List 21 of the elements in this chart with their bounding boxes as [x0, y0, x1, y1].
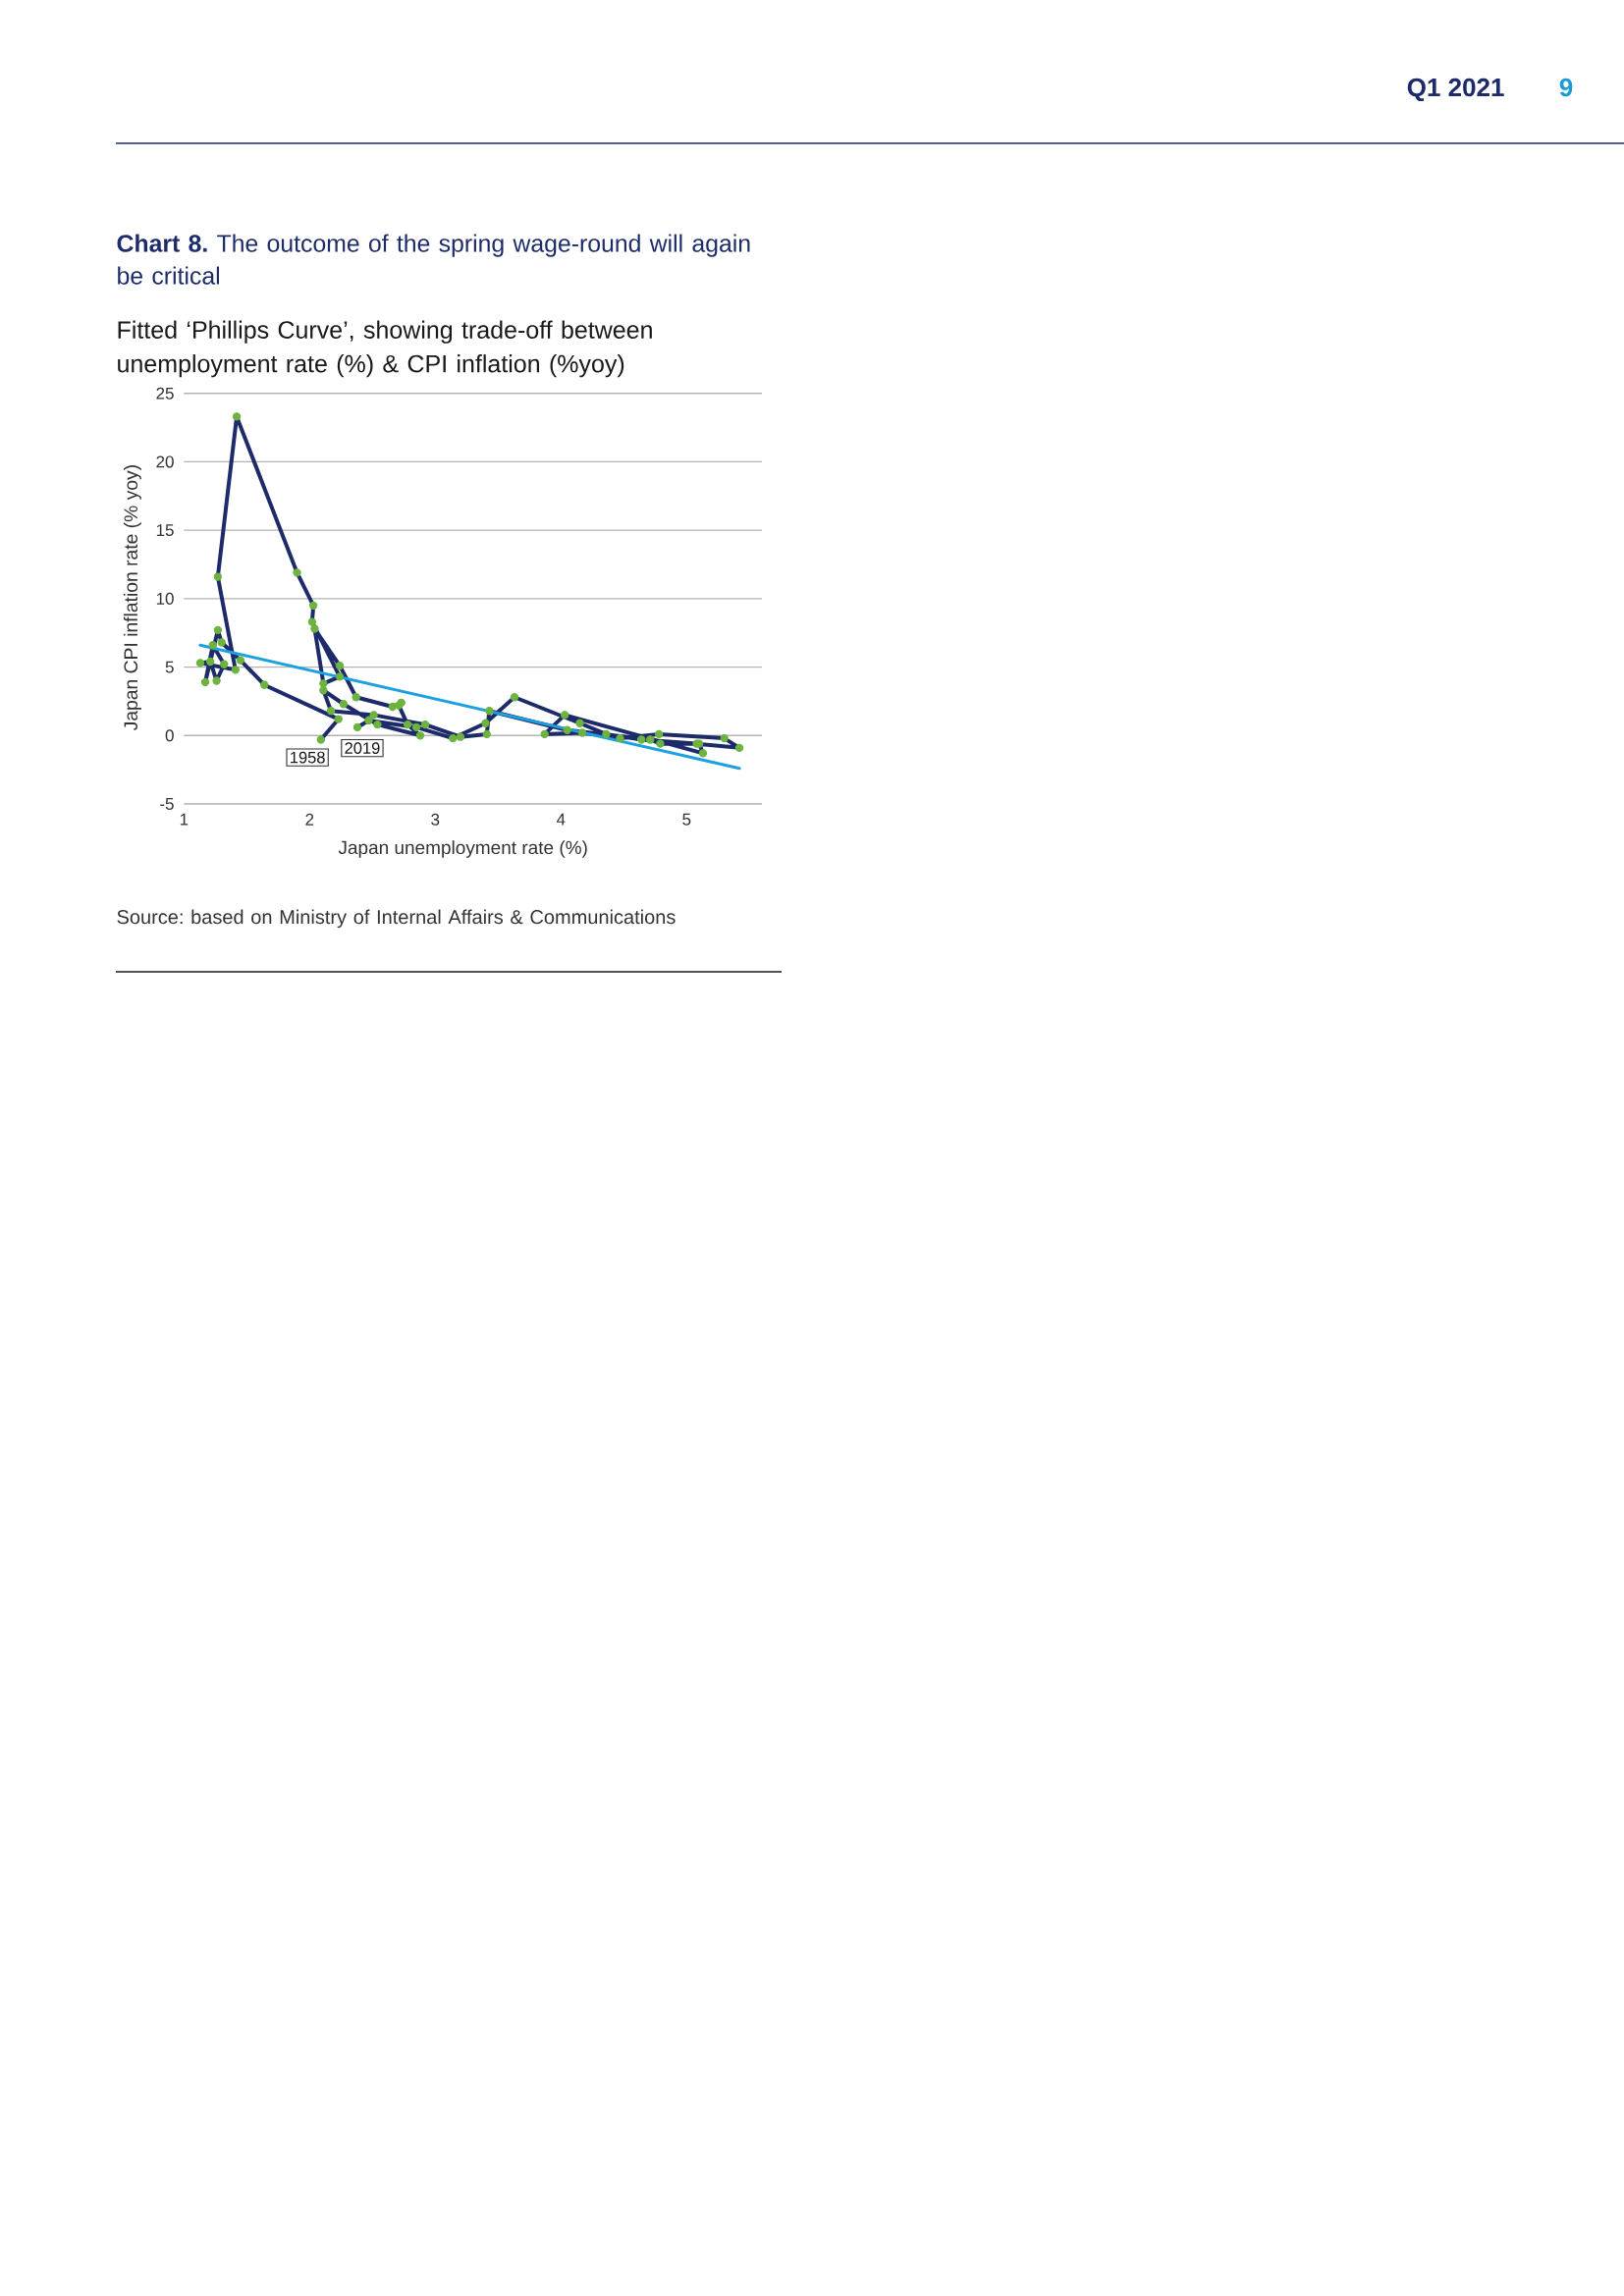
x-tick-label: 1: [180, 813, 189, 826]
chart-title: Chart 8. The outcome of the spring wage-round will again be critical: [117, 234, 750, 285]
y-tick-label: -5: [160, 798, 174, 810]
y-axis-title: Japan CPI inflation rate (% yoy): [123, 465, 141, 731]
x-axis-title: Japan unemployment rate (%): [338, 840, 587, 858]
x-tick-label: 2: [305, 813, 314, 826]
text: Q1 2021: [1407, 78, 1504, 102]
y-tick-label: 10: [156, 592, 174, 605]
text: 9: [1559, 78, 1573, 97]
x-tick-label: 4: [556, 813, 566, 826]
annotation: 1958: [291, 751, 325, 764]
y-tick-label: 20: [156, 455, 174, 468]
x-tick-label: 5: [682, 813, 691, 826]
annotation: 2019: [345, 742, 380, 754]
x-tick-label: 3: [431, 813, 440, 826]
y-tick-label: 5: [165, 661, 174, 673]
y-tick-label: 15: [156, 524, 174, 537]
source-note: Source: based on Ministry of Internal Affairs & Communications: [117, 909, 676, 929]
y-tick-label: 25: [156, 387, 174, 400]
y-tick-label: 0: [165, 729, 174, 742]
chart-subtitle: Fitted ‘Phillips Curve’, showing trade-off between unemployment rate (%) & CPI inflation (%yoy): [118, 320, 652, 378]
